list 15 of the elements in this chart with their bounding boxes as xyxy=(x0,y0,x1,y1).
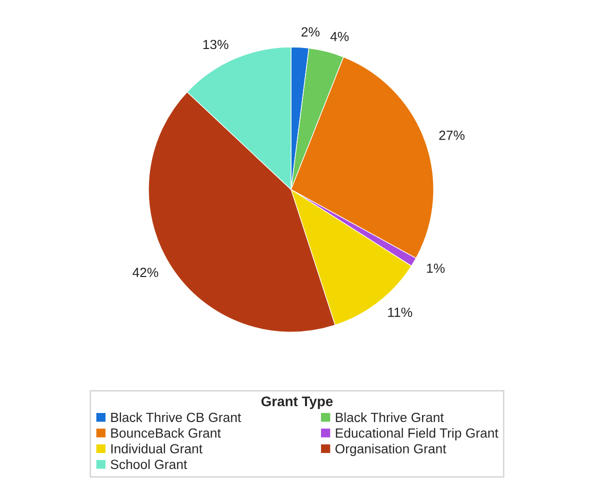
legend-label: Individual Grant xyxy=(111,444,202,454)
data-label: 11% xyxy=(388,308,412,317)
legend-label: Educational Field Trip Grant xyxy=(336,428,498,440)
data-label: 2% xyxy=(302,27,320,37)
data-label: 13% xyxy=(203,40,228,50)
legend-label: Black Thrive Grant xyxy=(336,412,444,422)
legend-label: Black Thrive CB Grant xyxy=(111,412,242,422)
legend-label: Organisation Grant xyxy=(335,444,446,456)
data-label: 1% xyxy=(427,264,445,273)
data-label: 4% xyxy=(330,32,349,42)
legend-label: BounceBack Grant xyxy=(111,428,221,438)
legend-title: Grant Type xyxy=(261,396,333,410)
legend-label: School Grant xyxy=(110,459,188,470)
data-label: 27% xyxy=(439,130,465,140)
data-label: 42% xyxy=(132,268,158,278)
